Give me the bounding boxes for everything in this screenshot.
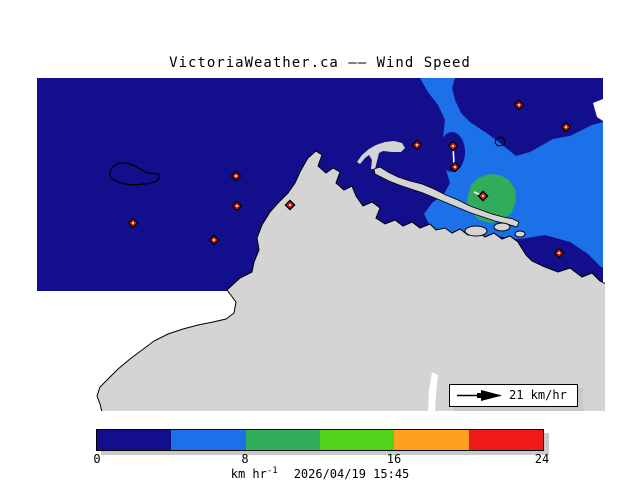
islet [464, 225, 488, 237]
colorbar-tick-8: 8 [241, 452, 249, 466]
land-inlet-notch [428, 372, 438, 411]
landmass [96, 150, 605, 411]
colorbar [96, 429, 544, 451]
colorbar-segment-8-12 [245, 430, 320, 450]
station-marker-icon [231, 200, 243, 212]
page-title: VictoriaWeather.ca —— Wind Speed [169, 55, 471, 71]
station-marker-icon [447, 140, 459, 152]
station-markers-layer [127, 99, 572, 259]
colorbar-segment-12-16 [319, 430, 395, 450]
station-marker-icon [477, 190, 489, 202]
station-marker-icon [553, 247, 565, 259]
units-label: km hr [230, 467, 267, 480]
station-marker-icon [411, 139, 423, 151]
lagoon-spit [357, 141, 405, 169]
station-marker-icon [230, 170, 242, 182]
units-exponent: -1 [266, 466, 278, 476]
station-marker-icon [284, 199, 296, 211]
station-marker-icon [513, 99, 525, 111]
station-marker-icon [127, 217, 139, 229]
colorbar-caption: km hr-1 2026/04/19 15:45 [0, 464, 640, 480]
island-outline-harbour [494, 136, 506, 147]
station-marker-icon [449, 161, 461, 173]
harbour-shoreline [373, 166, 520, 228]
colorbar-tick-0: 0 [93, 452, 101, 466]
colorbar-tick-24: 24 [534, 452, 550, 466]
datetime-label: 2026/04/19 15:45 [293, 467, 410, 480]
islet [514, 230, 526, 238]
island-outline-west [108, 162, 161, 186]
wind-speed-label: 21 km/hr [509, 388, 567, 402]
station-marker-icon [560, 121, 572, 133]
station-marker-icon [208, 234, 220, 246]
sea-medium-wind-region [420, 78, 603, 268]
colorbar-segment-4-8 [171, 430, 246, 450]
wind-arrow-icon [457, 390, 502, 401]
wind-legend-box: 21 km/hr [449, 384, 578, 407]
colorbar-segment-20-24 [468, 430, 543, 450]
colorbar-segment-16-20 [394, 430, 469, 450]
sea-low-wind-pocket [439, 132, 465, 172]
islet [493, 222, 511, 232]
map-edge-notch [593, 99, 603, 121]
colorbar-tick-16: 16 [386, 452, 402, 466]
colorbar-segment-0-4 [97, 430, 172, 450]
